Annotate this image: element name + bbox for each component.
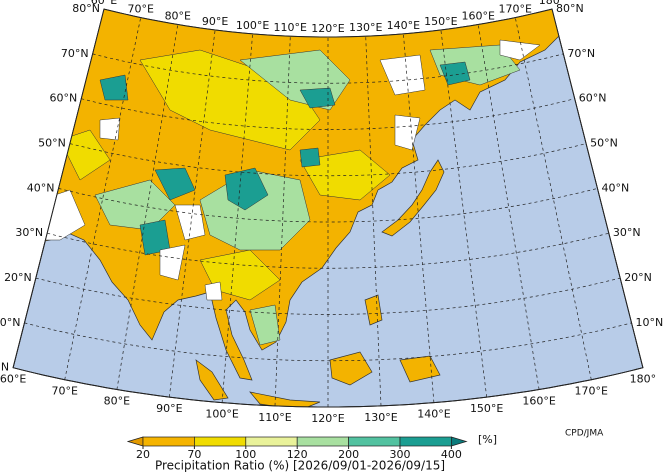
lat-label-left: 80°N xyxy=(72,2,100,15)
lon-label-bottom: 60°E xyxy=(0,373,26,386)
lat-label-left: 0°N xyxy=(0,361,9,374)
colorbar-high-triangle xyxy=(451,436,468,447)
parallel xyxy=(69,143,587,177)
meridian xyxy=(440,29,488,398)
patch-yellow xyxy=(59,49,391,301)
lon-label-top: 60°E xyxy=(91,0,117,7)
graticule xyxy=(12,8,644,408)
lon-label-bottom: 180° xyxy=(630,373,657,386)
meridian xyxy=(64,17,142,380)
lat-label-right: 10°N xyxy=(636,316,664,329)
lon-label-bottom: 160°E xyxy=(522,394,555,407)
land-japan xyxy=(381,159,445,237)
colorbar-tick-label: 300 xyxy=(390,448,411,461)
lon-label-top: 90°E xyxy=(202,15,228,28)
lon-label-top: 160°E xyxy=(461,10,494,23)
lat-label-right: 80°N xyxy=(556,2,584,15)
land-islands xyxy=(195,294,441,407)
lon-label-top: 80°E xyxy=(165,10,191,23)
colorbar-tick-label: 70 xyxy=(187,448,201,461)
colorbar-tick-label: 20 xyxy=(136,448,150,461)
meridian xyxy=(477,24,540,390)
colorbar-segment xyxy=(245,436,298,447)
lat-label-right: 40°N xyxy=(601,181,629,194)
meridian xyxy=(116,24,179,390)
colorbar-tick-label: 100 xyxy=(235,448,256,461)
colorbar-unit: [%] xyxy=(478,433,497,446)
meridian xyxy=(221,33,253,403)
lat-label-right: 70°N xyxy=(567,47,595,60)
lat-label-left: 10°N xyxy=(0,316,20,329)
lon-label-bottom: 70°E xyxy=(52,385,78,398)
lat-label-left: 20°N xyxy=(4,271,32,284)
meridian xyxy=(403,33,435,403)
lon-label-bottom: 80°E xyxy=(104,394,130,407)
colorbar-segment xyxy=(399,436,452,447)
colorbar-segment xyxy=(296,436,349,447)
lat-label-right: 60°N xyxy=(579,92,607,105)
parallel xyxy=(92,53,564,84)
lon-label-bottom: 120°E xyxy=(311,412,344,425)
lon-label-top: 140°E xyxy=(387,19,420,32)
lat-label-left: 70°N xyxy=(61,47,89,60)
colorbar-tick-label: 120 xyxy=(287,448,308,461)
lon-label-bottom: 140°E xyxy=(417,408,450,421)
lat-label-right: 30°N xyxy=(613,226,641,239)
lon-label-bottom: 150°E xyxy=(470,402,503,415)
lon-label-bottom: 130°E xyxy=(364,411,397,424)
meridian xyxy=(274,36,291,406)
colorbar-segment xyxy=(142,436,195,447)
parallel xyxy=(24,322,632,362)
land xyxy=(13,9,643,407)
lon-label-top: 180° xyxy=(539,0,566,7)
map-frame xyxy=(12,8,644,408)
credit: CPD/JMA xyxy=(565,429,604,439)
lon-label-top: 100°E xyxy=(236,19,269,32)
parallel xyxy=(58,188,598,223)
lat-label-left: 30°N xyxy=(15,226,43,239)
graticule-labels: 60°E 70°E 80°E 90°E 100°E 110°E 120°E 130°E 140°… xyxy=(0,0,663,425)
lon-label-top: 120°E xyxy=(311,22,344,35)
colorbar-tick-label: 200 xyxy=(338,448,359,461)
lon-label-bottom: 170°E xyxy=(575,385,608,398)
colorbar-segment xyxy=(348,436,401,447)
colorbar-tick-label: 400 xyxy=(441,448,462,461)
colorbar-segment xyxy=(194,436,247,447)
lat-label-left: 60°N xyxy=(50,92,78,105)
lat-label-left: 40°N xyxy=(27,181,55,194)
lon-label-bottom: 110°E xyxy=(258,411,291,424)
colorbar-low-triangle xyxy=(126,436,144,447)
lat-label-right: 20°N xyxy=(624,271,652,284)
lon-label-top: 170°E xyxy=(499,3,532,16)
meridian xyxy=(365,36,382,406)
patch-white xyxy=(39,39,541,301)
meridian xyxy=(514,17,592,380)
meridian xyxy=(168,29,216,398)
lon-label-bottom: 100°E xyxy=(205,408,238,421)
lon-label-top: 70°E xyxy=(127,3,153,16)
colorbar: 20 70 100 120 200 300 400 xyxy=(126,436,468,461)
colorbar-title: Precipitation Ratio (%) [2026/09/01-2026… xyxy=(155,459,445,473)
lon-label-top: 130°E xyxy=(349,21,382,34)
lon-label-top: 150°E xyxy=(424,15,457,28)
lon-label-top: 110°E xyxy=(274,21,307,34)
lon-label-bottom: 90°E xyxy=(156,402,182,415)
patch-green xyxy=(94,44,521,346)
lat-label-left: 50°N xyxy=(38,137,66,150)
lat-label-right: 50°N xyxy=(590,137,618,150)
